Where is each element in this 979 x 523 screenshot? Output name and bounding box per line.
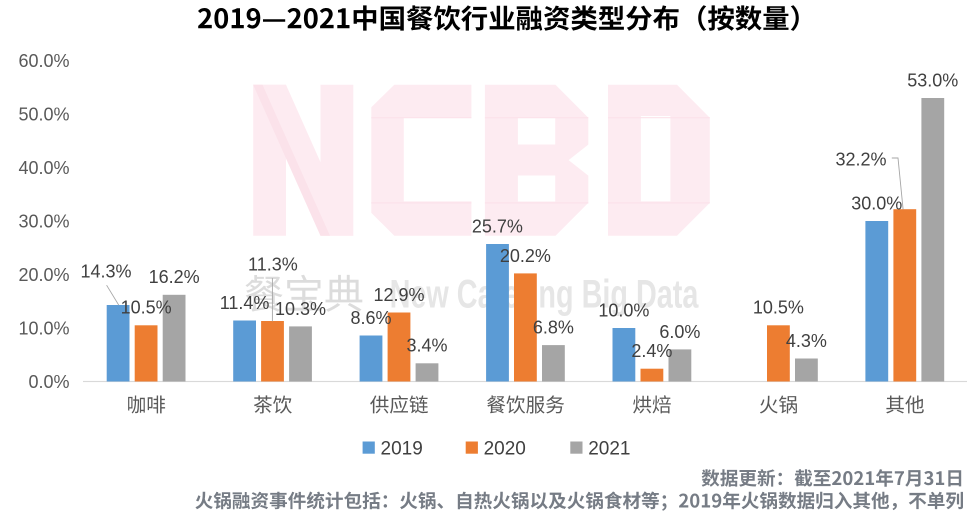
svg-text:11.3%: 11.3% (248, 254, 298, 274)
svg-text:2019: 2019 (381, 438, 423, 459)
svg-text:10.3%: 10.3% (275, 299, 326, 319)
svg-text:30.0%: 30.0% (851, 193, 902, 213)
svg-text:4.3%: 4.3% (786, 331, 827, 351)
svg-text:3.4%: 3.4% (406, 336, 447, 356)
svg-text:50.0%: 50.0% (18, 104, 69, 124)
svg-text:20.2%: 20.2% (500, 246, 551, 266)
svg-text:40.0%: 40.0% (18, 158, 69, 178)
svg-text:6.0%: 6.0% (659, 322, 700, 342)
svg-text:10.0%: 10.0% (18, 318, 69, 338)
svg-text:20.0%: 20.0% (18, 265, 69, 285)
svg-text:32.2%: 32.2% (835, 150, 886, 170)
svg-text:10.0%: 10.0% (598, 300, 649, 320)
svg-text:2020: 2020 (484, 438, 526, 459)
svg-text:New Catering Big Data: New Catering Big Data (390, 273, 699, 317)
svg-text:0.0%: 0.0% (28, 372, 69, 392)
svg-text:2021: 2021 (588, 438, 630, 459)
svg-text:8.6%: 8.6% (350, 308, 391, 328)
svg-text:6.8%: 6.8% (533, 318, 574, 338)
svg-text:30.0%: 30.0% (18, 211, 69, 231)
svg-text:10.5%: 10.5% (753, 298, 804, 318)
svg-text:60.0%: 60.0% (18, 51, 69, 71)
svg-text:53.0%: 53.0% (907, 70, 958, 90)
svg-text:10.5%: 10.5% (121, 298, 172, 318)
svg-text:12.9%: 12.9% (373, 285, 424, 305)
svg-text:16.2%: 16.2% (149, 267, 200, 287)
svg-text:25.7%: 25.7% (472, 216, 523, 236)
svg-text:11.4%: 11.4% (220, 293, 270, 313)
svg-text:2.4%: 2.4% (631, 341, 672, 361)
svg-text:14.3%: 14.3% (80, 262, 131, 282)
